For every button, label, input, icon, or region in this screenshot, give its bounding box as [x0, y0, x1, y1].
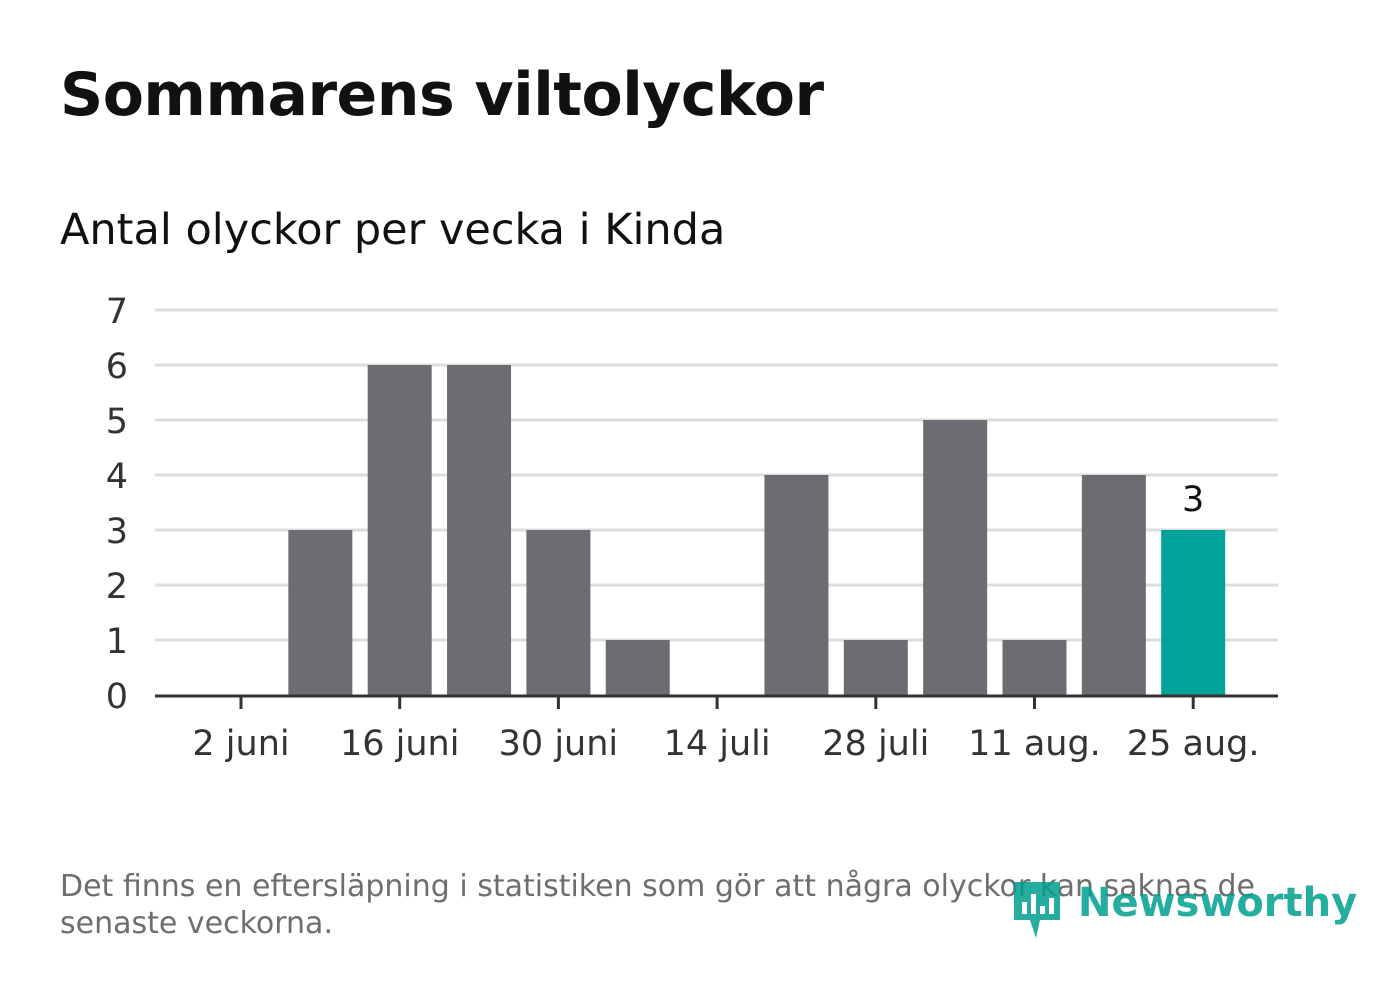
y-tick-label: 6 — [106, 347, 128, 387]
y-tick-label: 5 — [106, 402, 128, 442]
bar — [526, 530, 591, 695]
bar-annotations: 3 — [1182, 480, 1204, 520]
bar — [764, 475, 829, 695]
x-tick-label: 2 juni — [192, 724, 289, 764]
logo-text: Newsworthy — [1078, 880, 1358, 926]
x-axis — [155, 694, 1278, 709]
x-tick-label: 14 juli — [664, 724, 771, 764]
bar — [447, 365, 512, 695]
bar — [1081, 475, 1146, 695]
bars — [288, 365, 1226, 695]
bar — [605, 640, 670, 695]
x-tick-label: 30 juni — [499, 724, 618, 764]
x-axis-tick-labels: 2 juni 16 juni 30 juni 14 juli 28 juli 11 aug… — [192, 724, 1259, 764]
y-axis-tick-labels: 0 1 2 3 4 5 6 7 — [106, 292, 128, 717]
bar — [1002, 640, 1067, 695]
bar — [288, 530, 353, 695]
y-tick-label: 2 — [106, 567, 128, 607]
y-tick-label: 7 — [106, 292, 128, 332]
y-tick-label: 0 — [106, 677, 128, 717]
chart-title: Sommarens viltolyckor — [60, 60, 824, 130]
bar — [843, 640, 908, 695]
bar — [367, 365, 432, 695]
y-tick-label: 1 — [106, 622, 128, 662]
bar-chart: 0 1 2 3 4 5 6 7 2 juni 16 juni 30 juni 14 juli 28 j… — [106, 292, 1278, 764]
x-tick-label: 11 aug. — [968, 724, 1101, 764]
highlighted-bar — [1161, 530, 1226, 695]
x-tick-label: 28 juli — [822, 724, 929, 764]
x-tick-label: 25 aug. — [1127, 724, 1260, 764]
y-tick-label: 3 — [106, 512, 128, 552]
y-tick-label: 4 — [106, 457, 128, 497]
newsworthy-logo-icon — [1014, 882, 1060, 938]
chart-subtitle: Antal olyckor per vecka i Kinda — [60, 205, 726, 255]
bar — [923, 420, 988, 695]
data-label: 3 — [1182, 480, 1204, 520]
x-tick-label: 16 juni — [340, 724, 459, 764]
newsworthy-logo: Newsworthy — [1010, 876, 1357, 946]
